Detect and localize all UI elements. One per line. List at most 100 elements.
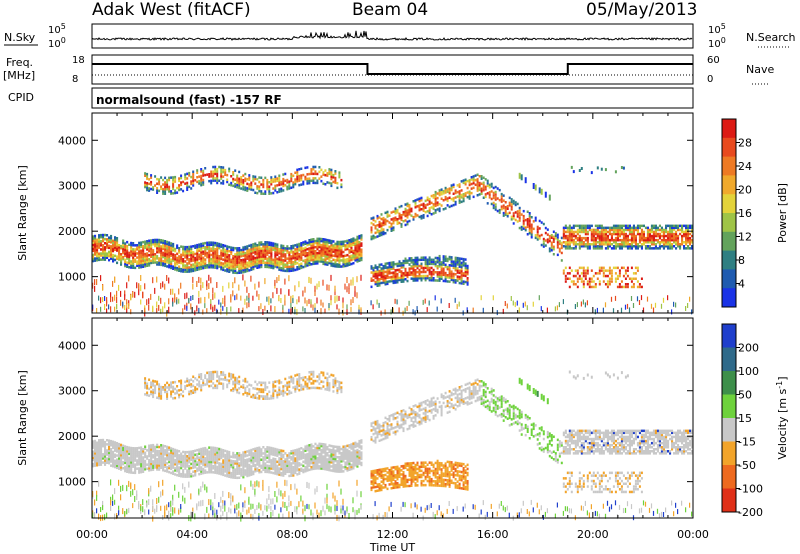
data-cell: [458, 259, 461, 262]
data-cell: [424, 270, 427, 274]
data-cell: [154, 259, 157, 262]
data-cell: [689, 247, 692, 250]
data-cell: [142, 253, 145, 256]
data-cell: [460, 278, 463, 281]
data-cell: [434, 195, 437, 198]
data-cell: [386, 274, 389, 277]
data-cell: [316, 239, 319, 243]
data-cell: [458, 257, 461, 260]
data-cell: [308, 261, 311, 264]
data-cell: [318, 237, 321, 241]
data-cell: [138, 463, 141, 466]
data-cell: [426, 196, 429, 199]
data-cell: [436, 271, 439, 274]
data-cell: [236, 247, 239, 250]
data-cell: [98, 252, 101, 255]
data-cell: [118, 252, 121, 255]
data-cell: [190, 295, 192, 301]
data-cell: [372, 275, 375, 278]
data-cell: [346, 304, 348, 310]
data-cell: [490, 202, 493, 206]
data-cell: [658, 243, 661, 246]
data-cell: [206, 247, 209, 251]
data-cell: [454, 203, 457, 206]
data-cell: [320, 168, 323, 172]
data-cell: [250, 264, 253, 267]
data-cell: [388, 265, 391, 269]
data-cell: [200, 462, 203, 465]
data-cell: [620, 232, 623, 236]
data-cell: [474, 178, 477, 182]
data-cell: [426, 214, 429, 218]
data-cell: [232, 184, 235, 188]
data-cell: [316, 283, 318, 290]
data-cell: [662, 247, 665, 250]
data-cell: [138, 469, 141, 472]
data-cell: [166, 255, 169, 258]
data-cell: [388, 214, 391, 217]
data-cell: [104, 459, 107, 462]
data-cell: [624, 224, 627, 228]
data-cell: [348, 245, 351, 248]
data-cell: [562, 236, 565, 240]
data-cell: [166, 246, 169, 250]
data-cell: [456, 269, 459, 272]
data-cell: [168, 446, 171, 449]
data-cell: [648, 228, 651, 232]
data-cell: [168, 460, 171, 464]
data-cell: [190, 245, 193, 248]
data-cell: [514, 302, 516, 308]
data-cell: [320, 175, 323, 178]
data-cell: [102, 248, 105, 251]
data-cell: [134, 260, 137, 263]
data-cell: [186, 459, 189, 462]
data-cell: [430, 276, 433, 280]
data-cell: [662, 228, 665, 232]
data-cell: [96, 246, 99, 250]
data-cell: [186, 268, 189, 271]
data-cell: [272, 258, 275, 262]
data-cell: [180, 381, 183, 385]
data-cell: [398, 268, 401, 271]
data-cell: [170, 254, 173, 257]
data-cell: [602, 274, 605, 278]
data-cell: [426, 203, 429, 206]
data-cell: [350, 258, 353, 262]
data-cell: [414, 275, 417, 278]
data-cell: [162, 444, 165, 447]
data-cell: [126, 253, 129, 256]
data-cell: [172, 253, 175, 256]
data-cell: [110, 439, 113, 443]
data-cell: [144, 463, 147, 467]
data-cell: [206, 251, 209, 255]
data-cell: [196, 387, 199, 391]
data-cell: [182, 308, 184, 315]
data-cell: [598, 280, 601, 283]
data-cell: [232, 257, 235, 260]
data-cell: [432, 260, 435, 264]
data-cell: [673, 226, 676, 230]
data-cell: [172, 288, 174, 295]
data-cell: [180, 188, 183, 191]
data-cell: [592, 228, 595, 232]
data-cell: [669, 232, 672, 236]
data-cell: [518, 206, 521, 210]
data-cell: [200, 297, 202, 304]
data-cell: [648, 238, 651, 242]
data-cell: [598, 245, 601, 248]
data-cell: [632, 224, 635, 228]
data-cell: [166, 462, 169, 465]
data-cell: [262, 192, 265, 195]
data-cell: [260, 243, 263, 246]
data-cell: [392, 273, 395, 276]
data-cell: [154, 257, 157, 260]
data-cell: [472, 179, 475, 183]
data-cell: [508, 196, 511, 200]
data-cell: [170, 392, 173, 396]
data-cell: [108, 461, 111, 465]
data-cell: [360, 250, 363, 253]
data-cell: [464, 262, 467, 265]
data-cell: [398, 214, 401, 218]
data-cell: [96, 464, 99, 467]
